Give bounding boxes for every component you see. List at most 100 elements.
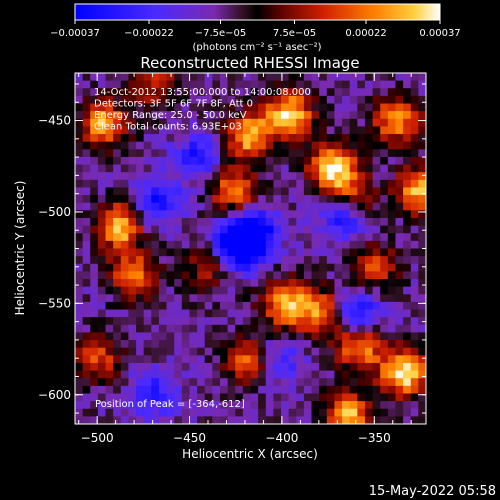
heatmap-cell — [418, 294, 426, 303]
heatmap-cell — [242, 73, 251, 82]
heatmap-cell — [349, 95, 358, 104]
heatmap-cell — [90, 202, 99, 211]
heatmap-cell — [319, 187, 328, 196]
heatmap-cell — [265, 271, 274, 280]
heatmap-cell — [219, 210, 229, 219]
heatmap-cell — [387, 202, 396, 211]
heatmap-cell — [105, 95, 114, 104]
heatmap-cell — [387, 355, 396, 364]
heatmap-cell — [158, 370, 167, 379]
heatmap-cell — [349, 126, 358, 135]
heatmap-cell — [174, 118, 183, 127]
heatmap-cell — [281, 416, 290, 424]
heatmap-cell — [151, 187, 160, 196]
heatmap-cell — [120, 370, 129, 379]
heatmap-cell — [204, 149, 213, 158]
heatmap-cell — [326, 149, 335, 158]
heatmap-cell — [387, 271, 396, 280]
heatmap-cell — [189, 347, 198, 356]
heatmap-cell — [380, 187, 389, 196]
heatmap-cell — [143, 225, 152, 234]
heatmap-cell — [334, 263, 343, 272]
heatmap-cell — [166, 179, 175, 188]
heatmap-cell — [403, 332, 412, 341]
heatmap-cell — [265, 301, 274, 310]
heatmap-cell — [303, 362, 312, 371]
heatmap-cell — [227, 195, 236, 204]
heatmap-cell — [219, 134, 229, 143]
heatmap-cell — [166, 355, 175, 364]
heatmap-cell — [319, 195, 328, 204]
heatmap-cell — [143, 378, 152, 387]
heatmap-cell — [90, 256, 99, 265]
heatmap-cell — [387, 187, 396, 196]
heatmap-cell — [258, 233, 267, 242]
heatmap-cell — [242, 179, 251, 188]
heatmap-cell — [151, 111, 160, 120]
heatmap-cell — [303, 103, 312, 112]
heatmap-cell — [158, 118, 167, 127]
heatmap-cell — [97, 210, 106, 219]
heatmap-cell — [258, 164, 267, 173]
heatmap-cell — [75, 156, 84, 165]
heatmap-cell — [97, 347, 106, 356]
heatmap-cell — [197, 401, 206, 410]
heatmap-cell — [235, 317, 244, 326]
heatmap-cell — [166, 401, 175, 410]
heatmap-cell — [219, 88, 229, 97]
heatmap-cell — [151, 370, 160, 379]
heatmap-cell — [174, 271, 183, 280]
heatmap-cell — [90, 111, 99, 120]
heatmap-cell — [75, 80, 84, 89]
heatmap-cell — [227, 271, 236, 280]
heatmap-cell — [326, 294, 335, 303]
heatmap-cell — [250, 187, 259, 196]
heatmap-cell — [319, 134, 328, 143]
heatmap-cell — [380, 279, 389, 288]
heatmap-cell — [288, 88, 297, 97]
heatmap-cell — [303, 355, 312, 364]
heatmap-cell — [120, 187, 129, 196]
heatmap-cell — [403, 301, 412, 310]
heatmap-cell — [166, 95, 175, 104]
heatmap-cell — [357, 263, 366, 272]
heatmap-cell — [326, 126, 335, 135]
heatmap-cell — [387, 301, 396, 310]
heatmap-cell — [303, 149, 312, 158]
heatmap-cell — [281, 233, 290, 242]
heatmap-cell — [395, 172, 404, 181]
heatmap-cell — [166, 256, 175, 265]
heatmap-cell — [311, 95, 320, 104]
heatmap-cell — [296, 103, 305, 112]
heatmap-cell — [235, 195, 244, 204]
heatmap-cell — [250, 118, 259, 127]
heatmap-cell — [197, 126, 206, 135]
heatmap-cell — [303, 279, 312, 288]
heatmap-cell — [281, 217, 290, 227]
heatmap-cell — [212, 134, 221, 143]
heatmap-cell — [97, 271, 106, 280]
heatmap-cell — [151, 202, 160, 211]
heatmap-cell — [227, 416, 236, 424]
heatmap-cell — [288, 385, 297, 394]
heatmap-cell — [105, 233, 114, 242]
heatmap-cell — [296, 217, 305, 227]
heatmap-cell — [97, 385, 106, 394]
heatmap-cell — [181, 378, 190, 387]
heatmap-cell — [311, 225, 320, 234]
heatmap-cell — [143, 347, 152, 356]
heatmap-cell — [227, 172, 236, 181]
heatmap-cell — [242, 401, 251, 410]
heatmap-cell — [303, 347, 312, 356]
heatmap-cell — [319, 324, 328, 333]
heatmap-cell — [296, 187, 305, 196]
heatmap-cell — [281, 340, 290, 349]
heatmap-cell — [235, 408, 244, 417]
heatmap-cell — [258, 111, 267, 120]
heatmap-cell — [334, 118, 343, 127]
heatmap-cell — [288, 240, 297, 249]
heatmap-cell — [174, 401, 183, 410]
heatmap-cell — [357, 271, 366, 280]
heatmap-cell — [281, 141, 290, 150]
heatmap-cell — [235, 88, 244, 97]
